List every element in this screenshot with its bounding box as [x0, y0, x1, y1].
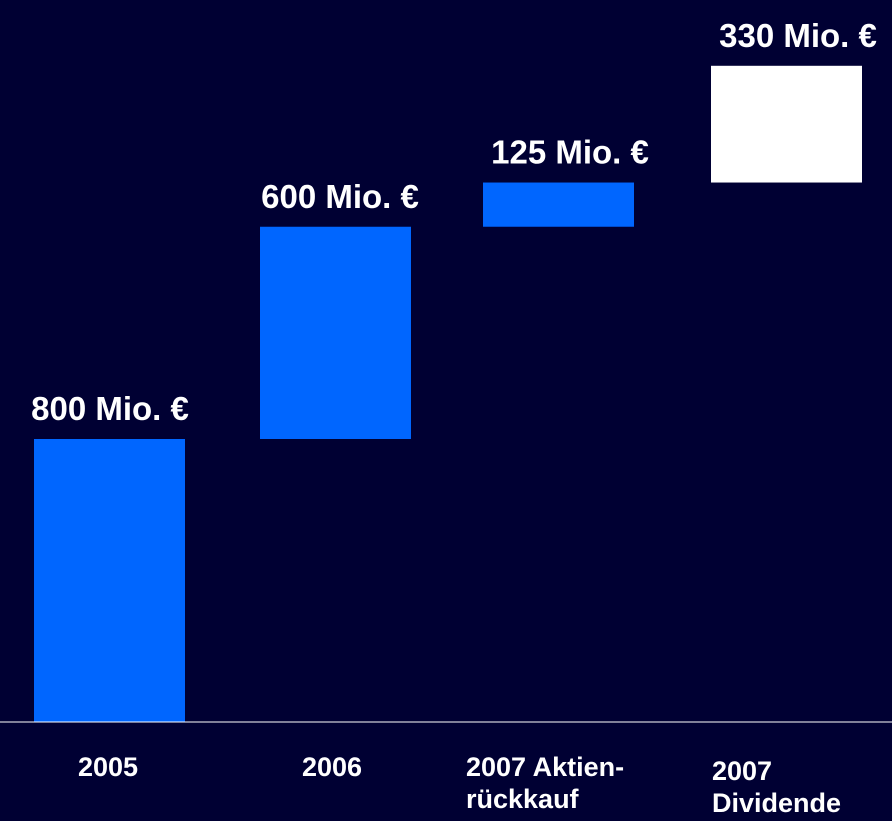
- category-label-2: 2007 Aktien-rückkauf: [466, 752, 624, 814]
- category-label-3: 2007 Dividende: [712, 756, 841, 818]
- bar-0: [34, 439, 185, 722]
- category-labels-group: 2005 2006 2007 Aktien-rückkauf 2007 Dividend…: [78, 752, 841, 818]
- value-label-2: 125 Mio. €: [491, 134, 649, 171]
- bar-2: [483, 182, 634, 227]
- bar-1: [260, 226, 411, 439]
- category-label-0-line-0: 2005: [78, 752, 138, 782]
- value-labels-group: 800 Mio. € 600 Mio. € 125 Mio. € 330 Mio. €: [31, 17, 877, 427]
- category-label-1-line-0: 2006: [302, 752, 362, 782]
- bar-3: [711, 65, 862, 183]
- category-label-3-line-1: Dividende: [712, 788, 841, 818]
- bars-group: [34, 65, 862, 722]
- value-label-0: 800 Mio. €: [31, 390, 189, 427]
- value-label-3: 330 Mio. €: [719, 17, 877, 54]
- category-label-2-line-0: 2007 Aktien-: [466, 752, 624, 782]
- value-label-1: 600 Mio. €: [261, 178, 419, 215]
- category-label-3-line-0: 2007: [712, 756, 772, 786]
- category-label-2-line-1: rückkauf: [466, 784, 580, 814]
- category-label-0: 2005: [78, 752, 138, 782]
- category-label-1: 2006: [302, 752, 362, 782]
